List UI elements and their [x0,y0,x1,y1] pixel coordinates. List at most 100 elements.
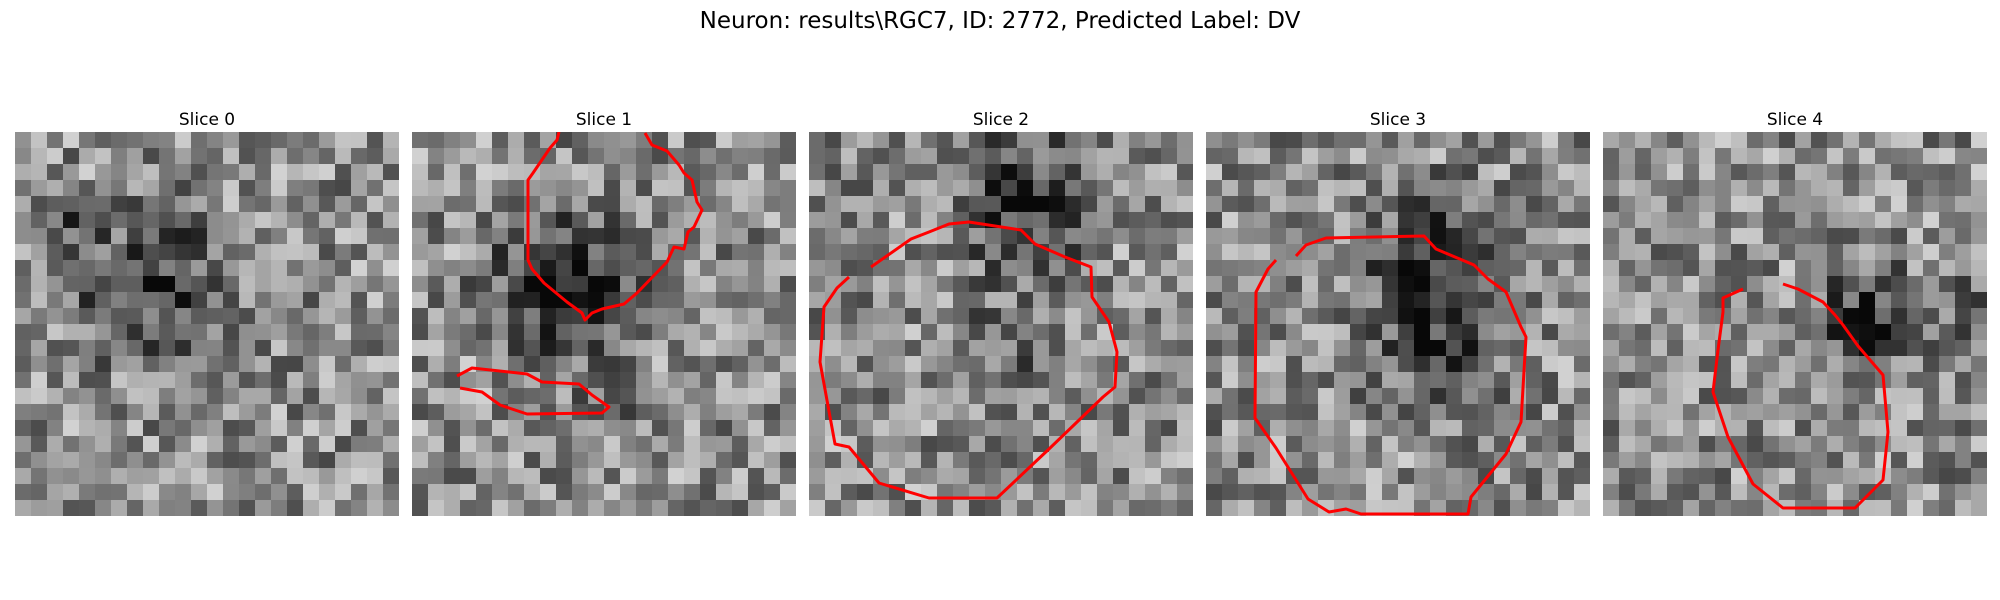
pixel [1065,500,1082,516]
pixel [524,404,541,421]
pixel [1494,228,1511,245]
contour-line [818,220,1119,500]
pixel [857,164,874,181]
pixel [367,260,384,277]
pixel [1081,308,1098,325]
pixel [492,452,509,469]
pixel [1478,452,1495,469]
pixel [1302,292,1319,309]
pixel [223,292,240,309]
pixel [1366,340,1383,357]
pixel [540,196,557,213]
pixel [1939,388,1956,405]
pixel [1177,372,1193,389]
pixel [1049,276,1066,293]
pixel [1398,324,1415,341]
pixel [319,132,336,149]
pixel [1222,468,1239,485]
pixel [780,148,796,165]
pixel [1955,132,1972,149]
pixel [383,436,399,453]
pixel [1827,340,1844,357]
pixel [127,292,144,309]
pixel [1651,212,1668,229]
pixel [1763,404,1780,421]
pixel [15,340,32,357]
pixel [15,372,32,389]
pixel [540,244,557,261]
pixel [1113,388,1130,405]
pixel [1049,356,1066,373]
pixel [111,420,128,437]
pixel [1971,500,1987,516]
pixel [1238,468,1255,485]
pixel [1619,292,1636,309]
pixel [1161,404,1178,421]
pixel [31,228,48,245]
pixel [1462,356,1479,373]
pixel [1017,180,1034,197]
pixel [335,436,352,453]
pixel [1843,260,1860,277]
pixel [1859,196,1876,213]
pixel [95,500,112,516]
pixel [63,500,80,516]
pixel [1097,500,1114,516]
pixel [1129,212,1146,229]
pixel [159,484,176,501]
pixel [1065,228,1082,245]
pixel [1238,196,1255,213]
pixel [1414,164,1431,181]
pixel [1097,436,1114,453]
pixel [1366,388,1383,405]
pixel [604,308,621,325]
pixel [1414,404,1431,421]
pixel [1939,196,1956,213]
pixel [1270,212,1287,229]
pixel [1254,468,1271,485]
pixel [953,228,970,245]
pixel [492,260,509,277]
pixel [383,468,399,485]
pixel [1414,292,1431,309]
pixel [159,500,176,516]
pixel [1795,292,1812,309]
pixel [127,196,144,213]
pixel [1603,404,1620,421]
pixel [1715,276,1732,293]
pixel [1334,132,1351,149]
pixel [95,308,112,325]
pixel [1494,356,1511,373]
pixel [1033,500,1050,516]
pixel [1478,484,1495,501]
pixel [716,212,733,229]
pixel [1795,484,1812,501]
pixel [1478,148,1495,165]
pixel [1955,452,1972,469]
pixel [143,484,160,501]
pixel [15,500,32,516]
pixel [1731,148,1748,165]
pixel [588,372,605,389]
pixel [1177,468,1193,485]
pixel [716,324,733,341]
pixel [1318,164,1335,181]
pixel [604,372,621,389]
pixel [1446,164,1463,181]
pixel [1366,356,1383,373]
pixel [604,148,621,165]
pixel [255,148,272,165]
pixel [383,324,399,341]
pixel [1446,228,1463,245]
pixel [351,420,368,437]
pixel [1699,180,1716,197]
pixel [319,356,336,373]
pixel [476,468,493,485]
pixel [556,340,573,357]
pixel [540,164,557,181]
pixel [953,468,970,485]
pixel [319,292,336,309]
pixel [1795,404,1812,421]
pixel [255,132,272,149]
pixel [95,212,112,229]
